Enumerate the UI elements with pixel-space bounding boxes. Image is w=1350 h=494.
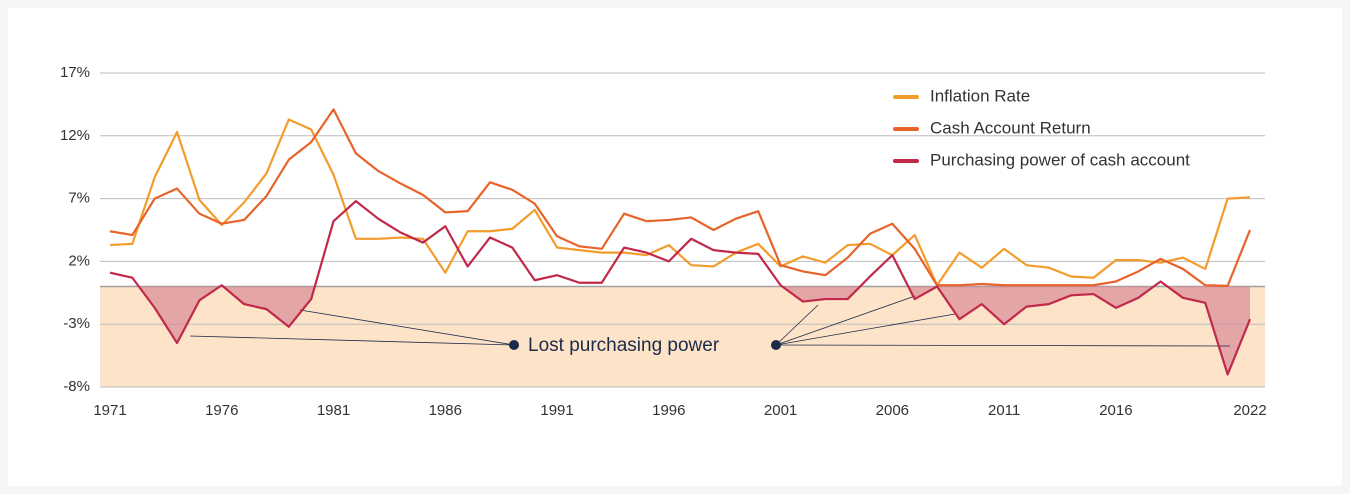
leader-line	[775, 304, 819, 346]
annotation: Lost purchasing power	[528, 335, 720, 356]
x-tick-label: 1976	[205, 402, 238, 419]
y-tick-label: -8%	[63, 378, 90, 395]
leader-line	[775, 344, 1231, 347]
x-tick-label: 2001	[764, 402, 797, 419]
x-tick-label: 2022	[1233, 402, 1266, 419]
x-tick-label: 1991	[540, 402, 573, 419]
x-tick-label: 2011	[988, 402, 1020, 419]
x-tick-label: 2016	[1099, 402, 1132, 419]
legend-label: Purchasing power of cash account	[930, 150, 1190, 169]
x-tick-label: 1971	[93, 402, 126, 419]
y-tick-label: 17%	[60, 64, 90, 81]
leader-line	[775, 313, 956, 346]
legend-label: Inflation Rate	[930, 86, 1030, 105]
annotation-dot	[771, 340, 781, 350]
y-tick-label: 2%	[68, 252, 90, 269]
leader-line	[189, 335, 515, 346]
y-tick-label: 7%	[68, 190, 90, 207]
series-line	[109, 118, 1251, 287]
x-tick-label: 1981	[317, 402, 350, 419]
legend-label: Cash Account Return	[930, 118, 1091, 137]
y-tick-label: -3%	[63, 315, 90, 332]
x-tick-label: 2006	[876, 402, 909, 419]
x-tick-label: 1996	[652, 402, 685, 419]
lost-area	[110, 286, 1250, 375]
leader-line	[775, 295, 916, 346]
series-line	[109, 200, 1252, 376]
annotation-dot	[509, 340, 519, 350]
panel	[8, 8, 1342, 486]
series-line	[109, 108, 1252, 287]
leader-line	[299, 309, 515, 346]
y-tick-label: 12%	[60, 127, 90, 144]
x-tick-label: 1986	[429, 402, 462, 419]
